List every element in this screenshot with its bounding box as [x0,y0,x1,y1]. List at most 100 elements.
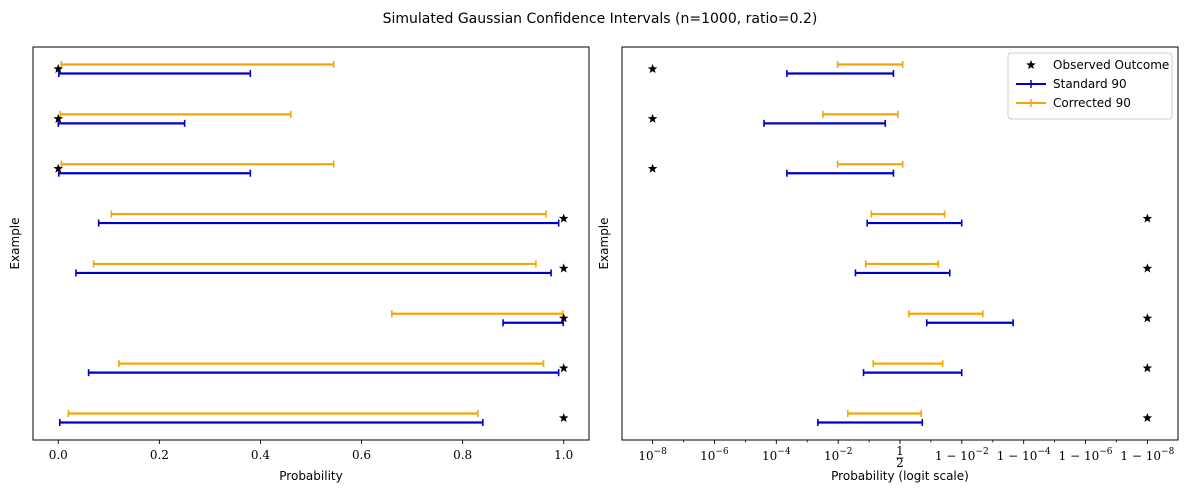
x-tick-label: 1 − 10−6 [1059,447,1113,463]
figure-title: Simulated Gaussian Confidence Intervals … [383,11,818,27]
example-row-4 [97,210,569,227]
corrected-interval [870,210,946,218]
legend-item: Standard 90 [1016,77,1127,91]
x-axis-label: Probability [279,469,342,483]
corrected-interval [110,210,547,218]
standard-interval [75,269,552,277]
corrected-interval [864,260,939,268]
legend-item: Observed Outcome [1026,58,1169,72]
corrected-interval [59,110,292,118]
example-row-8 [58,410,569,426]
x-tick-label: 0.4 [251,448,270,462]
axes-frame [32,46,590,441]
legend-label: Observed Outcome [1053,58,1169,72]
legend-label: Corrected 90 [1053,96,1131,110]
x-tick-label: 1.0 [554,448,573,462]
x-tick-label: 12 [896,444,904,470]
corrected-interval [836,160,904,168]
standard-interval [57,119,186,127]
standard-interval [862,369,963,377]
observed-outcome-marker [558,413,569,423]
x-tick-label: 1 − 10−8 [1120,447,1174,463]
y-axis-label: Example [8,217,22,269]
chart-panel-right: 10−8 10−6 10−4 10−2 12 1 − 10−2 1 − 10−4 1 − 10… [597,46,1179,483]
x-tick-label: 10−4 [762,447,791,463]
observed-outcome-marker [53,163,64,173]
corrected-interval [836,61,904,68]
x-tick-label: 0.8 [453,448,472,462]
observed-outcome-marker [53,113,64,123]
example-row-3 [647,160,904,177]
example-row-3 [53,160,335,177]
corrected-interval [872,360,944,368]
standard-interval [925,319,1014,327]
observed-outcome-marker [647,163,658,173]
y-axis-label: Example [597,217,611,269]
chart-panel-left: 0.0 0.2 0.4 0.6 0.8 1.0 Probability Example [8,46,590,483]
observed-outcome-marker [1142,263,1153,273]
corrected-interval [92,260,537,268]
standard-interval [866,219,963,227]
standard-interval [786,169,895,177]
corrected-interval [60,61,335,68]
standard-interval [87,369,560,377]
observed-outcome-marker [558,313,569,323]
corrected-interval [908,310,984,318]
example-row-1 [53,61,335,77]
observed-outcome-marker [647,64,658,74]
standard-interval [57,169,252,177]
example-row-6 [908,310,1153,327]
legend-star-icon [1026,60,1036,70]
observed-outcome-marker [1142,413,1153,423]
standard-interval [763,119,887,127]
observed-outcome-marker [558,213,569,223]
corrected-interval [822,110,899,118]
example-row-2 [647,110,899,127]
observed-outcome-marker [1142,313,1153,323]
observed-outcome-marker [53,64,64,74]
corrected-interval [67,410,479,417]
observed-outcome-marker [1142,363,1153,373]
legend-item: Corrected 90 [1016,96,1131,110]
x-tick-label: 0.2 [150,448,169,462]
corrected-interval [391,310,564,318]
corrected-interval [118,360,545,368]
x-tick-label: 10−8 [638,447,667,463]
x-tick-label: 1 − 10−2 [935,447,989,463]
example-row-2 [53,110,292,127]
standard-interval [97,219,560,227]
example-row-5 [854,260,1153,277]
standard-interval [786,70,895,77]
example-row-6 [391,310,569,327]
observed-outcome-marker [1142,213,1153,223]
legend-box [1007,52,1173,120]
x-tick-label: 0.0 [49,448,68,462]
observed-outcome-marker [647,113,658,123]
x-tick-label: 10−2 [824,447,853,463]
example-row-5 [75,260,569,277]
svg-text:1: 1 [896,444,904,458]
example-row-1 [647,61,904,77]
observed-outcome-marker [558,263,569,273]
legend-label: Standard 90 [1053,77,1127,91]
standard-interval [57,70,252,77]
standard-interval [58,419,484,426]
svg-text:2: 2 [896,456,904,470]
standard-interval [817,419,924,426]
x-axis-label: Probability (logit scale) [831,469,969,483]
corrected-interval [846,410,923,417]
standard-interval [502,319,565,327]
x-tick-label: 10−6 [700,447,729,463]
x-tick-label: 1 − 10−4 [997,447,1051,463]
example-row-8 [817,410,1153,426]
standard-interval [854,269,951,277]
example-row-4 [866,210,1153,227]
example-row-7 [862,360,1153,377]
example-row-7 [87,360,569,377]
legend: Observed Outcome Standard 90 Corrected 90 [1007,52,1173,120]
observed-outcome-marker [558,363,569,373]
corrected-interval [60,160,335,168]
x-tick-label: 0.6 [352,448,371,462]
